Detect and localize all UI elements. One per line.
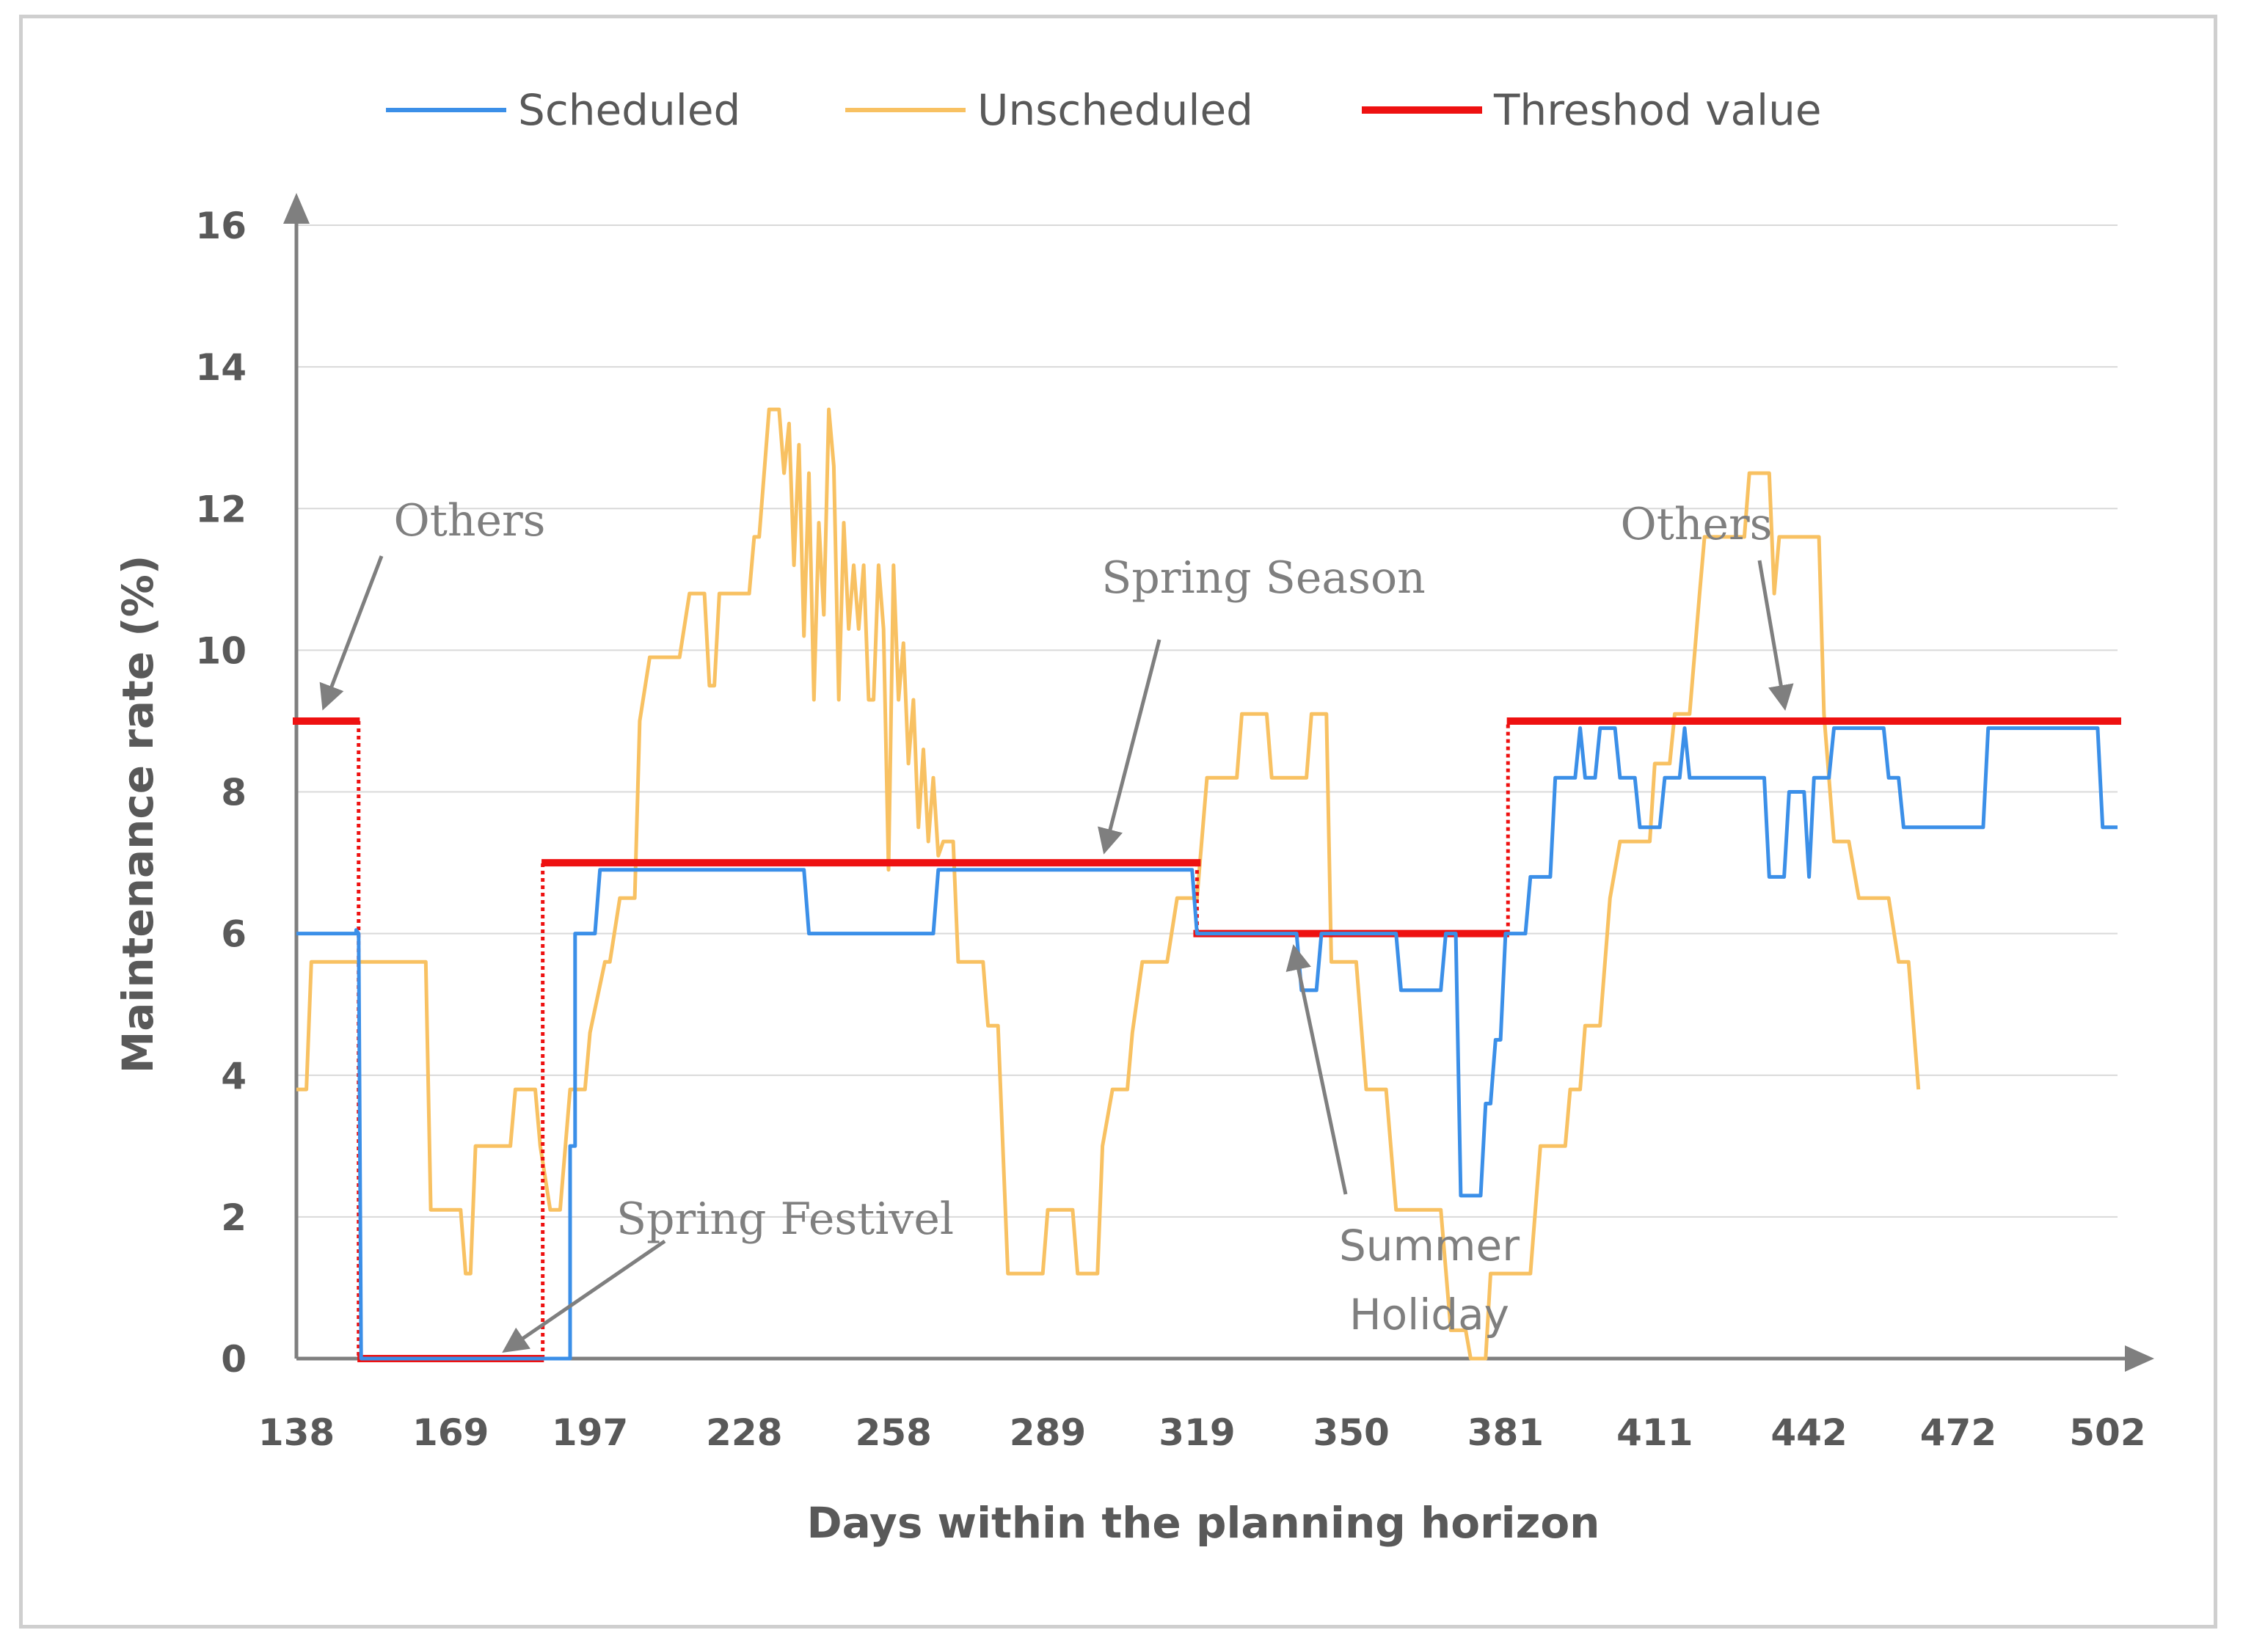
y-tick-labels: 0 2 4 6 8 10 12 14 16	[195, 205, 247, 1381]
y-tick-label: 2	[221, 1196, 247, 1239]
y-axis-title: Maintenance rate (%)	[113, 555, 163, 1074]
x-axis-title: Days within the planning horizon	[807, 1498, 1600, 1548]
y-axis-arrow-icon	[283, 193, 310, 224]
x-tick-label: 138	[258, 1411, 335, 1454]
annotation-arrow-spring-season	[1098, 639, 1161, 855]
y-tick-label: 14	[195, 346, 247, 389]
x-tick-label: 502	[2069, 1411, 2145, 1454]
annotation-summer-holiday-line1: Summer	[1339, 1221, 1520, 1271]
series	[293, 407, 2121, 1362]
y-tick-label: 12	[195, 488, 247, 530]
x-tick-label: 381	[1467, 1411, 1544, 1454]
annotation-spring-season: Spring Season	[1101, 552, 1425, 604]
y-tick-label: 0	[221, 1338, 247, 1381]
legend: Scheduled Unscheduled Threshod value	[386, 85, 1822, 135]
y-tick-label: 6	[221, 913, 247, 956]
y-tick-label: 4	[221, 1055, 247, 1097]
axes	[283, 193, 2154, 1372]
x-tick-label: 169	[412, 1411, 489, 1454]
x-tick-label: 289	[1010, 1411, 1086, 1454]
series-line-unscheduled	[296, 407, 1921, 1361]
x-tick-label: 472	[1920, 1411, 1996, 1454]
x-tick-label: 258	[856, 1411, 932, 1454]
y-tick-label: 10	[195, 629, 247, 672]
annotation-arrow-others-left	[319, 555, 384, 711]
x-tick-label: 228	[706, 1411, 782, 1454]
annotation-arrow-others-right	[1757, 560, 1794, 711]
legend-label-scheduled: Scheduled	[518, 85, 740, 135]
annotations: Others Spring Season Others Spring Festi…	[319, 495, 1794, 1353]
x-tick-label: 442	[1770, 1411, 1847, 1454]
legend-label-unscheduled: Unscheduled	[977, 85, 1253, 135]
annotation-spring-festival: Spring Festivel	[616, 1194, 954, 1245]
x-tick-label: 197	[552, 1411, 628, 1454]
y-tick-label: 16	[195, 205, 247, 247]
annotation-others-right: Others	[1621, 499, 1773, 550]
annotation-arrow-summer-holiday	[1285, 944, 1348, 1195]
x-axis-arrow-icon	[2125, 1345, 2154, 1372]
annotation-others-left: Others	[394, 495, 546, 547]
x-tick-label: 319	[1159, 1411, 1235, 1454]
x-tick-labels: 138 169 197 228 258 289 319 350 381 411 442 472 502	[258, 1411, 2146, 1454]
series-line-scheduled	[296, 726, 2118, 1361]
x-tick-label: 350	[1313, 1411, 1389, 1454]
annotation-arrow-spring-festival	[502, 1239, 666, 1353]
gridlines	[296, 224, 2118, 1218]
legend-label-threshold: Threshod value	[1493, 85, 1822, 135]
annotation-summer-holiday-line2: Holiday	[1349, 1290, 1509, 1339]
x-tick-label: 411	[1616, 1411, 1693, 1454]
y-tick-label: 8	[221, 772, 247, 814]
